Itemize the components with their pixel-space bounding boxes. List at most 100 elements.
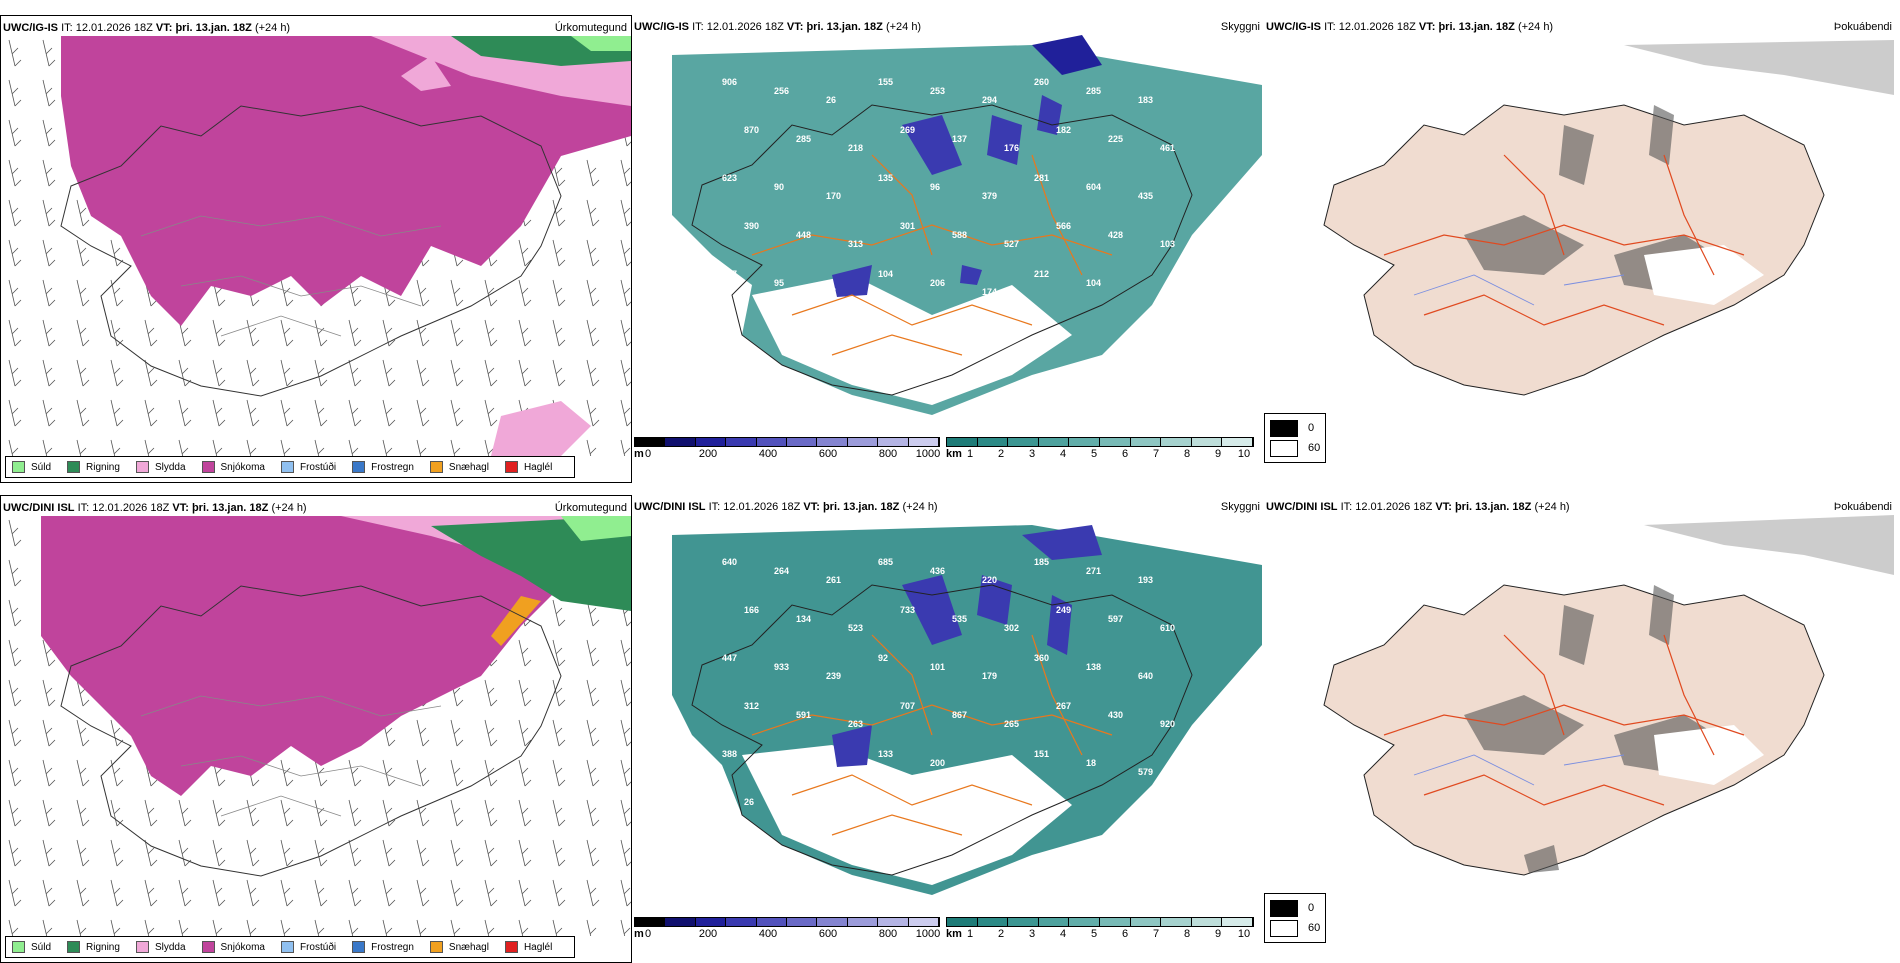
vis-tick: 8 <box>1183 448 1191 460</box>
visibility-value-label: 185 <box>1034 557 1049 567</box>
visibility-value-label: 101 <box>930 662 945 672</box>
visibility-value-label: 133 <box>878 749 893 759</box>
legend-item-snjokoma: Snjókoma <box>201 941 265 953</box>
visibility-value-label: 640 <box>1138 671 1153 681</box>
visibility-value-label: 267 <box>1056 701 1071 711</box>
visibility-value-label: 261 <box>826 575 841 585</box>
height-unit: m <box>634 928 644 940</box>
visibility-value-label: 867 <box>952 710 967 720</box>
height-tick: 0 <box>644 448 652 460</box>
panel-title: Úrkomutegund <box>554 502 627 514</box>
height-tick: 600 <box>818 448 838 460</box>
panel-header: UWC/DINI ISL IT: 12.01.2026 18Z VT: þri.… <box>3 502 307 514</box>
visibility-value-label: 281 <box>1034 173 1049 183</box>
visibility-value-label: 870 <box>744 125 759 135</box>
precip-map <box>1 516 631 936</box>
height-tick: 200 <box>698 928 718 940</box>
visibility-labels: 906 256 26 155 253 294 260 285 183 870 285 218 269 13… <box>722 77 1175 297</box>
visibility-panel-top: UWC/IG-IS IT: 12.01.2026 18Z VT: þri. 13… <box>632 15 1264 483</box>
visibility-colorbar: km 1 2 3 4 5 6 7 8 9 10 <box>946 917 1254 941</box>
visibility-value-label: 26 <box>826 95 836 105</box>
panel-header: UWC/IG-IS IT: 12.01.2026 18Z VT: þri. 13… <box>634 21 922 33</box>
visibility-value-label: 685 <box>878 557 893 567</box>
legend-item-snaehagl: Snæhagl <box>429 461 489 473</box>
vis-tick: 6 <box>1121 928 1129 940</box>
visibility-value-label: 97 <box>826 287 836 297</box>
visibility-value-label: 182 <box>1056 125 1071 135</box>
visibility-value-label: 461 <box>1160 143 1175 153</box>
legend-item-rigning: Rigning <box>67 461 120 473</box>
visibility-value-label: 96 <box>826 767 836 777</box>
visibility-value-label: 212 <box>1034 269 1049 279</box>
visibility-value-label: 104 <box>878 269 893 279</box>
visibility-value-label: 579 <box>1138 767 1153 777</box>
visibility-value-label: 128 <box>796 806 811 816</box>
visibility-value-label: 388 <box>722 749 737 759</box>
visibility-value-label: 151 <box>1034 749 1049 759</box>
vis-tick: 5 <box>1090 928 1098 940</box>
fog-panel-bottom: UWC/DINI ISL IT: 12.01.2026 18Z VT: þri.… <box>1264 495 1896 963</box>
visibility-value-label: 263 <box>848 719 863 729</box>
fog-legend-max: 60 <box>1308 922 1321 934</box>
visibility-value-label: 134 <box>796 614 811 624</box>
height-tick: 400 <box>758 928 778 940</box>
visibility-value-label: 225 <box>1108 134 1123 144</box>
legend-item-snaehagl: Snæhagl <box>429 941 489 953</box>
visibility-value-label: 265 <box>1004 719 1019 729</box>
visibility-value-label: 122 <box>982 767 997 777</box>
visibility-value-label: 200 <box>930 758 945 768</box>
panel-title: Skyggni <box>1220 501 1260 513</box>
vis-tick: 8 <box>1183 928 1191 940</box>
panel-title: Skyggni <box>1220 21 1260 33</box>
visibility-value-label: 448 <box>796 230 811 240</box>
fog-legend-min: 0 <box>1308 902 1315 914</box>
height-colorbar-swatches <box>634 437 940 447</box>
visibility-value-label: 103 <box>1160 239 1175 249</box>
visibility-value-label: 591 <box>796 710 811 720</box>
visibility-value-label: 155 <box>878 77 893 87</box>
visibility-value-label: 523 <box>848 623 863 633</box>
visibility-value-label: 379 <box>982 191 997 201</box>
vis-tick: 3 <box>1028 928 1036 940</box>
visibility-value-label: 933 <box>774 662 789 672</box>
visibility-value-label: 436 <box>930 566 945 576</box>
legend-item-slydda: Slydda <box>135 461 186 473</box>
fog-map <box>1323 515 1894 876</box>
visibility-value-label: 428 <box>1108 230 1123 240</box>
visibility-value-label: 588 <box>952 230 967 240</box>
visibility-value-label: 174 <box>982 287 997 297</box>
visibility-value-label: 170 <box>826 191 841 201</box>
visibility-value-label: 566 <box>1056 221 1071 231</box>
legend-item-sudd: Súld <box>12 461 51 473</box>
legend-item-frostudi: Frostúði <box>280 461 336 473</box>
visibility-value-label: 90 <box>774 182 784 192</box>
fog-legend: 0 60 <box>1264 413 1327 463</box>
visibility-value-label: 313 <box>848 239 863 249</box>
legend-item-snjokoma: Snjókoma <box>201 461 265 473</box>
panel-title: Þokuábendi <box>1833 21 1892 33</box>
legend-item-frostudi: Frostúði <box>280 941 336 953</box>
visibility-value-label: 604 <box>1086 182 1101 192</box>
visibility-unit: km <box>946 448 962 460</box>
height-unit: m <box>634 448 644 460</box>
height-tick: 400 <box>758 448 778 460</box>
vis-tick: 7 <box>1152 928 1160 940</box>
vis-tick: 6 <box>1121 448 1129 460</box>
legend-item-rigning: Rigning <box>67 941 120 953</box>
fog-legend-max: 60 <box>1308 442 1321 454</box>
visibility-value-label: 92 <box>878 653 888 663</box>
visibility-value-label: 597 <box>1108 614 1123 624</box>
visibility-map: 906 256 26 155 253 294 260 285 183 870 285 218 269 13… <box>672 35 1262 415</box>
panel-header: UWC/IG-IS IT: 12.01.2026 18Z VT: þri. 13… <box>3 22 291 34</box>
visibility-value-label: 640 <box>722 557 737 567</box>
visibility-panel-bottom: UWC/DINI ISL IT: 12.01.2026 18Z VT: þri.… <box>632 495 1264 963</box>
fog-legend-min: 0 <box>1308 422 1315 434</box>
visibility-labels: 640 264 261 685 436 220 185 271 193 166 134 523 733 5… <box>722 557 1175 816</box>
panel-header: UWC/DINI ISL IT: 12.01.2026 18Z VT: þri.… <box>1266 501 1570 513</box>
height-colorbar: m 0 200 400 600 800 1000 <box>634 437 940 461</box>
fog-panel-top: UWC/IG-IS IT: 12.01.2026 18Z VT: þri. 13… <box>1264 15 1896 483</box>
height-colorbar: m 0 200 400 600 800 1000 <box>634 917 940 941</box>
visibility-value-label: 435 <box>1138 191 1153 201</box>
visibility-value-label: 179 <box>982 671 997 681</box>
visibility-value-label: 285 <box>796 134 811 144</box>
